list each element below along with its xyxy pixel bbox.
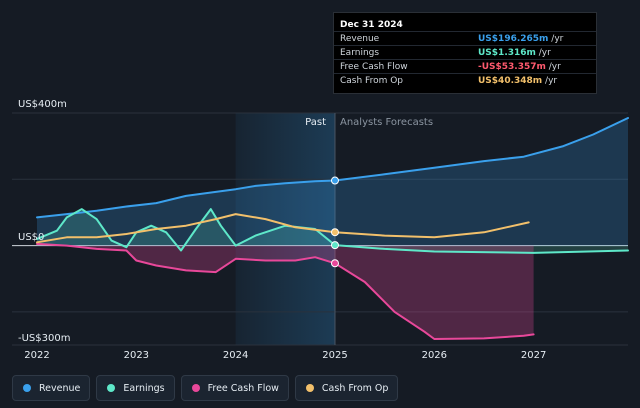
series-line-cash-from-op <box>36 213 530 244</box>
x-tick-label: 2024 <box>223 350 248 361</box>
tooltip-label: Cash From Op <box>340 76 404 86</box>
legend-item-earnings[interactable]: Earnings <box>96 375 175 401</box>
past-label: Past <box>305 117 326 128</box>
x-tick-label: 2027 <box>521 350 546 361</box>
series-area-free-cash-flow <box>37 243 534 339</box>
series-line-revenue <box>36 117 629 219</box>
legend: Revenue Earnings Free Cash Flow Cash Fro… <box>12 375 399 401</box>
y-label-bottom: -US$300m <box>18 333 70 344</box>
tooltip-row-earnings: Earnings US$1.316m /yr <box>334 45 596 60</box>
legend-dot-icon <box>23 384 31 392</box>
tooltip-value: US$1.316m /yr <box>478 48 551 58</box>
legend-dot-icon <box>305 384 314 392</box>
tooltip-label: Earnings <box>340 48 380 58</box>
tooltip-label: Free Cash Flow <box>340 62 408 72</box>
tooltip-value: US$196.265m /yr <box>478 34 564 44</box>
tooltip-date: Dec 31 2024 <box>340 20 403 30</box>
x-tick-label: 2026 <box>422 350 447 361</box>
tooltip-row-free-cash-flow: Free Cash Flow -US$53.357m /yr <box>334 59 596 74</box>
tooltip-row-revenue: Revenue US$196.265m /yr <box>334 31 596 46</box>
tooltip-label: Revenue <box>340 34 380 44</box>
y-label-zero: US$0 <box>18 232 44 243</box>
legend-label: Revenue <box>39 382 81 394</box>
legend-label: Cash From Op <box>321 382 389 394</box>
legend-item-revenue[interactable]: Revenue <box>12 375 91 401</box>
legend-dot-icon <box>107 384 116 392</box>
x-tick-label: 2025 <box>322 350 347 361</box>
x-tick-label: 2022 <box>24 350 49 361</box>
x-tick-label: 2023 <box>124 350 149 361</box>
tooltip-row-cash-from-op: Cash From Op US$40.348m /yr <box>334 73 596 88</box>
legend-label: Earnings <box>123 382 165 394</box>
series-point-revenue <box>330 176 339 185</box>
y-label-top: US$400m <box>18 99 67 110</box>
series-point-cash-from-op <box>330 228 339 237</box>
series-line-earnings <box>36 208 629 254</box>
tooltip: Dec 31 2024 Revenue US$196.265m /yr Earn… <box>333 12 597 94</box>
tooltip-value: -US$53.357m /yr <box>478 62 561 72</box>
forecast-label: Analysts Forecasts <box>340 117 433 128</box>
legend-item-cash-from-op[interactable]: Cash From Op <box>294 375 399 401</box>
tooltip-value: US$40.348m /yr <box>478 76 558 86</box>
legend-dot-icon <box>191 384 200 392</box>
series-line-free-cash-flow <box>36 242 535 340</box>
legend-label: Free Cash Flow <box>207 382 279 394</box>
series-point-free-cash-flow <box>330 259 339 268</box>
past-zone <box>235 113 335 345</box>
legend-item-free-cash-flow[interactable]: Free Cash Flow <box>180 375 289 401</box>
series-point-earnings <box>330 241 339 250</box>
